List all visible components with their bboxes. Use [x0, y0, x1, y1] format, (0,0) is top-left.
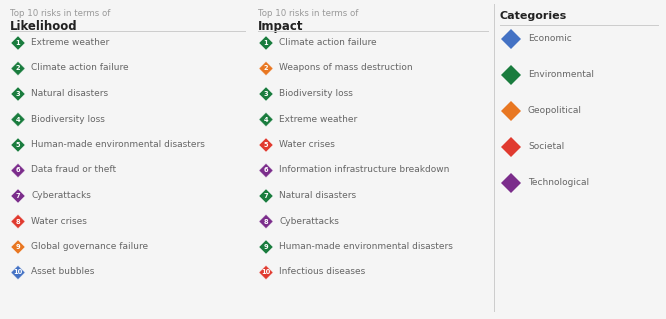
Polygon shape: [259, 138, 273, 152]
Polygon shape: [11, 214, 25, 228]
Text: Cyberattacks: Cyberattacks: [279, 217, 339, 226]
Text: Data fraud or theft: Data fraud or theft: [31, 166, 116, 174]
Text: 8: 8: [264, 219, 268, 225]
Polygon shape: [501, 101, 521, 121]
Text: 3: 3: [16, 91, 20, 97]
Text: Top 10 risks in terms of: Top 10 risks in terms of: [10, 9, 111, 18]
Text: 2: 2: [16, 65, 20, 71]
Polygon shape: [501, 65, 521, 85]
Text: Cyberattacks: Cyberattacks: [31, 191, 91, 200]
Polygon shape: [259, 164, 273, 177]
Polygon shape: [11, 164, 25, 177]
Polygon shape: [11, 87, 25, 101]
Text: Likelihood: Likelihood: [10, 20, 78, 33]
Text: Weapons of mass destruction: Weapons of mass destruction: [279, 63, 413, 72]
Polygon shape: [11, 189, 25, 203]
Text: 9: 9: [16, 244, 20, 250]
Text: 4: 4: [264, 116, 268, 122]
Text: Water crises: Water crises: [279, 140, 335, 149]
Text: Information infrastructure breakdown: Information infrastructure breakdown: [279, 166, 450, 174]
Polygon shape: [501, 173, 521, 193]
Text: Top 10 risks in terms of: Top 10 risks in terms of: [258, 9, 358, 18]
Text: Climate action failure: Climate action failure: [31, 63, 129, 72]
Text: Natural disasters: Natural disasters: [31, 89, 108, 98]
Text: Human-made environmental disasters: Human-made environmental disasters: [31, 140, 205, 149]
Polygon shape: [11, 138, 25, 152]
Text: Impact: Impact: [258, 20, 304, 33]
Text: Categories: Categories: [500, 11, 567, 21]
Text: 1: 1: [16, 40, 20, 46]
Polygon shape: [11, 240, 25, 254]
Polygon shape: [11, 113, 25, 127]
Polygon shape: [11, 265, 25, 279]
Text: Global governance failure: Global governance failure: [31, 242, 148, 251]
Text: 10: 10: [13, 270, 23, 276]
Polygon shape: [259, 113, 273, 127]
Text: Geopolitical: Geopolitical: [528, 106, 582, 115]
Text: 5: 5: [264, 142, 268, 148]
Polygon shape: [259, 62, 273, 76]
Polygon shape: [259, 265, 273, 279]
Text: 6: 6: [16, 167, 20, 174]
Text: 8: 8: [16, 219, 20, 225]
Polygon shape: [259, 214, 273, 228]
Polygon shape: [259, 240, 273, 254]
Polygon shape: [259, 87, 273, 101]
Text: Economic: Economic: [528, 34, 571, 43]
Text: Asset bubbles: Asset bubbles: [31, 268, 95, 277]
Text: 10: 10: [261, 270, 270, 276]
Text: Climate action failure: Climate action failure: [279, 38, 377, 47]
Polygon shape: [259, 189, 273, 203]
Text: Natural disasters: Natural disasters: [279, 191, 356, 200]
Text: Extreme weather: Extreme weather: [279, 115, 357, 123]
Text: 5: 5: [16, 142, 20, 148]
Text: Biodiversity loss: Biodiversity loss: [279, 89, 353, 98]
Text: 2: 2: [264, 65, 268, 71]
Text: Technological: Technological: [528, 178, 589, 187]
Text: 1: 1: [264, 40, 268, 46]
Text: Extreme weather: Extreme weather: [31, 38, 109, 47]
Text: Human-made environmental disasters: Human-made environmental disasters: [279, 242, 453, 251]
Text: 3: 3: [264, 91, 268, 97]
Text: Infectious diseases: Infectious diseases: [279, 268, 365, 277]
Polygon shape: [501, 29, 521, 49]
Polygon shape: [11, 36, 25, 50]
Text: 6: 6: [264, 167, 268, 174]
Text: 9: 9: [264, 244, 268, 250]
Text: 7: 7: [16, 193, 20, 199]
Text: Biodiversity loss: Biodiversity loss: [31, 115, 105, 123]
Text: Environmental: Environmental: [528, 70, 594, 79]
Text: 4: 4: [16, 116, 20, 122]
Polygon shape: [11, 62, 25, 76]
Polygon shape: [259, 36, 273, 50]
Polygon shape: [501, 137, 521, 157]
Text: Water crises: Water crises: [31, 217, 87, 226]
Text: Societal: Societal: [528, 142, 564, 151]
Text: 7: 7: [264, 193, 268, 199]
